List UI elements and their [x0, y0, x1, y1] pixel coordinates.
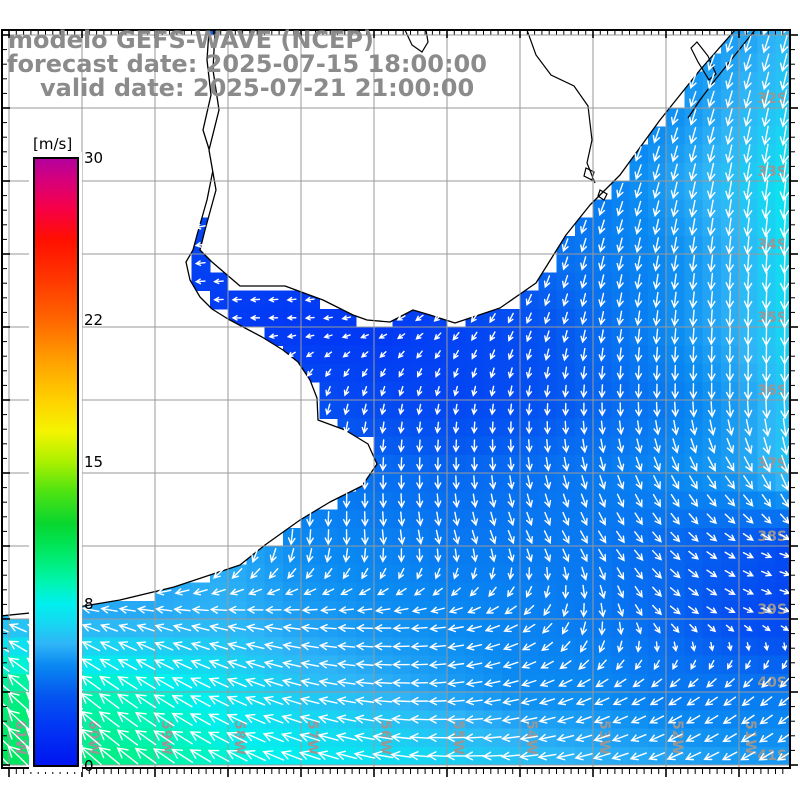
graticule-gridlines	[2, 30, 790, 768]
lat-label-34S: 34S	[757, 237, 787, 253]
forecast-date-text: forecast date: 2025-07-15 18:00:00	[7, 50, 487, 78]
colorbar-tick-15: 15	[84, 453, 103, 471]
lat-label-38S: 38S	[757, 529, 787, 545]
colorbar-tick-22: 22	[84, 311, 103, 329]
valid-date-text: valid date: 2025-07-21 21:00:00	[40, 74, 474, 102]
colorbar-tick-30: 30	[84, 149, 103, 167]
colorbar-tick-labels: 30 22 15 8 0	[84, 149, 103, 775]
land-coastline	[2, 30, 756, 617]
model-title: modelo GEFS-WAVE (NCEP)	[8, 26, 374, 54]
lon-label-61W: 61W	[12, 720, 28, 755]
colorbar-gradient	[33, 157, 79, 767]
lat-label-33S: 33S	[757, 164, 787, 180]
longitude-labels: 61W 60W 59W 58W 57W 56W 55W 54W 53W 52W 51W	[12, 720, 758, 755]
colorbar-tick-8: 8	[84, 595, 94, 613]
wind-direction-arrows	[2, 30, 790, 767]
lon-label-59W: 59W	[158, 720, 174, 755]
lon-label-51W: 51W	[742, 720, 758, 755]
colorbar-unit-label: [m/s]	[33, 135, 72, 153]
lat-label-40S: 40S	[757, 675, 787, 691]
lat-label-35S: 35S	[757, 310, 787, 326]
title-block: modelo GEFS-WAVE (NCEP) forecast date: 2…	[7, 26, 487, 102]
lon-label-58W: 58W	[231, 720, 247, 755]
lat-label-39S: 39S	[757, 602, 787, 618]
colorbar-tick-0: 0	[84, 757, 94, 775]
lon-label-57W: 57W	[304, 720, 320, 755]
colorbar: [m/s] 30 22 15 8 0	[29, 135, 103, 775]
lon-label-60W: 60W	[85, 720, 101, 755]
